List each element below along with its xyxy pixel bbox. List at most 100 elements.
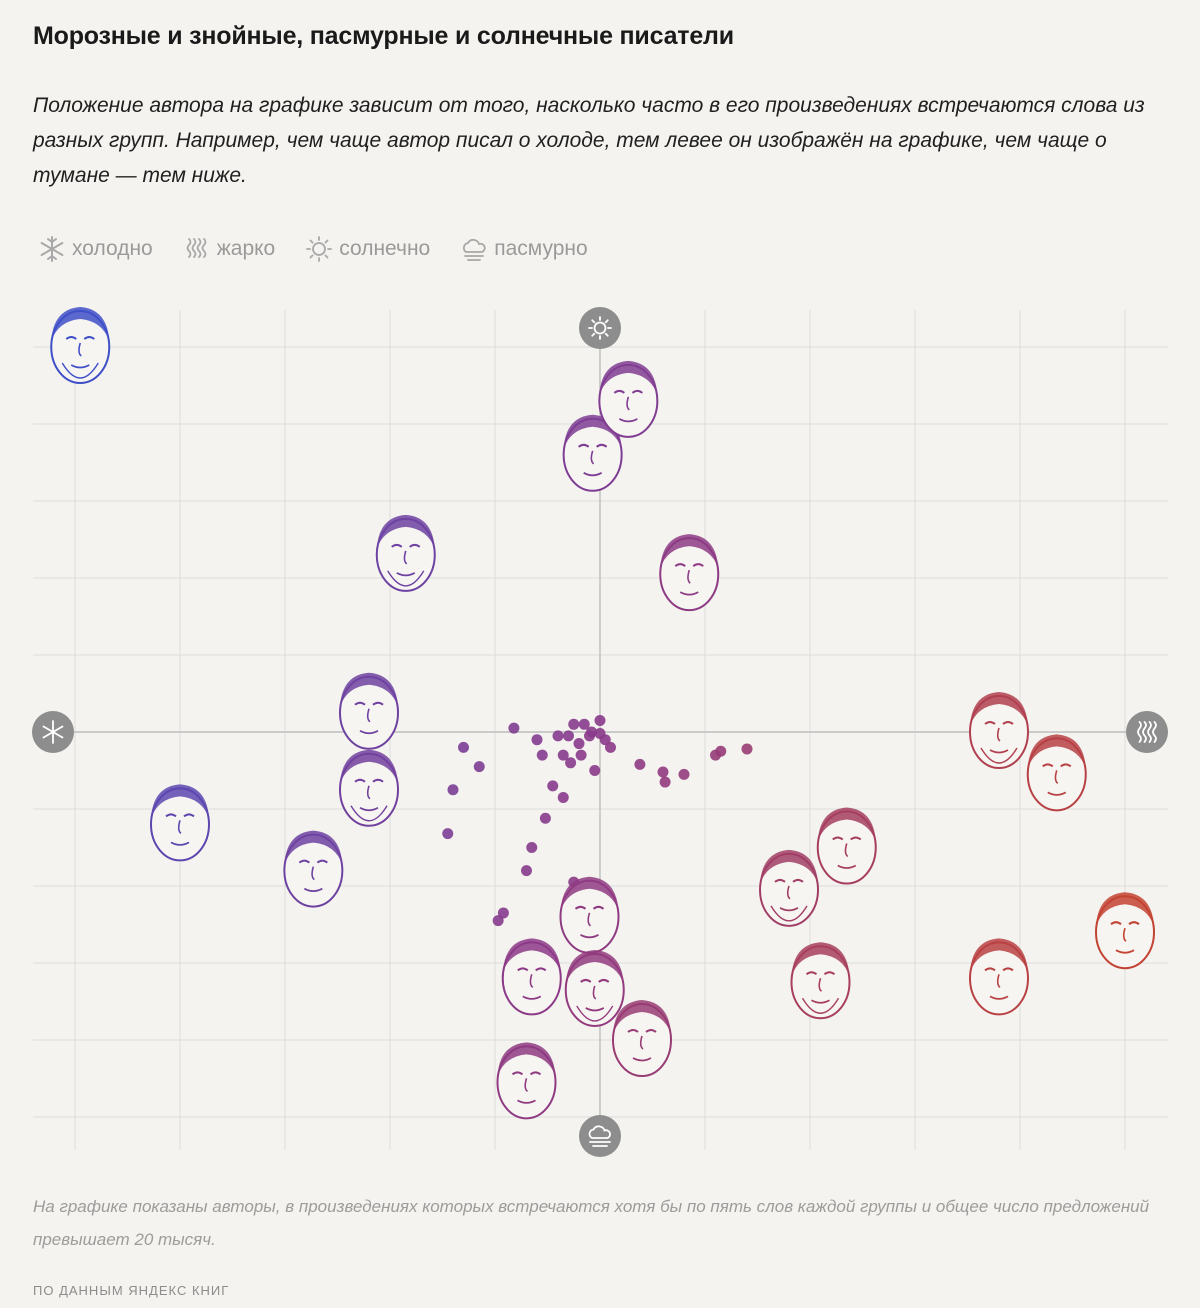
legend-item-cold: холодно xyxy=(38,235,153,263)
author-portrait xyxy=(375,514,436,592)
portrait-eyes xyxy=(613,389,643,394)
author-portrait xyxy=(969,692,1029,769)
author-portrait xyxy=(969,938,1029,1016)
portrait-eyes xyxy=(1042,763,1072,768)
portrait-nose xyxy=(1122,927,1127,942)
portrait-nose xyxy=(592,985,597,1000)
data-point xyxy=(586,726,598,738)
sun-core xyxy=(593,321,607,335)
heat-wave-stroke xyxy=(1137,721,1142,743)
legend-item-hot: жарко xyxy=(183,235,275,263)
chart-description: Положение автора на графике зависит от т… xyxy=(33,94,1145,187)
data-point xyxy=(575,749,587,761)
portrait-nose xyxy=(786,885,791,900)
sun-ray xyxy=(591,332,596,337)
data-point xyxy=(508,722,520,734)
portrait-eyes xyxy=(391,543,421,548)
author-portrait xyxy=(283,830,344,908)
heat-wave-stroke xyxy=(1152,721,1157,743)
page-title: Морозные и знойные, пасмурные и солнечны… xyxy=(33,22,734,50)
portrait-eyes xyxy=(354,701,384,706)
portrait-beard xyxy=(770,905,808,922)
portrait-eyes xyxy=(984,967,1014,972)
author-portrait xyxy=(790,942,851,1020)
cloud-shape xyxy=(588,1125,611,1139)
portrait-nose xyxy=(639,1035,644,1050)
portrait-hair xyxy=(560,876,619,911)
data-point xyxy=(563,730,574,742)
portrait-mouth xyxy=(303,887,323,892)
data-point xyxy=(557,791,569,803)
data-point xyxy=(594,728,606,740)
portrait-beard xyxy=(576,1005,614,1022)
portrait-hair xyxy=(502,938,561,973)
portrait-eyes xyxy=(832,836,862,841)
portrait-hair xyxy=(970,938,1028,973)
data-point xyxy=(594,714,606,726)
legend: холодно жарко солнечно xyxy=(38,232,618,266)
author-portrait xyxy=(598,360,659,438)
data-point xyxy=(659,776,671,788)
portrait-hair xyxy=(970,692,1028,726)
portrait-eyes xyxy=(298,859,328,864)
portrait-eyes xyxy=(65,336,95,340)
author-portrait xyxy=(659,534,720,612)
snowflake-stroke xyxy=(42,725,64,739)
author-portrait xyxy=(759,849,819,927)
portrait-hair xyxy=(613,1000,671,1034)
portrait-eyes xyxy=(165,813,195,818)
sun-ray xyxy=(604,319,609,324)
portrait-nose xyxy=(311,866,315,881)
portrait-eyes xyxy=(580,978,610,983)
portrait-nose xyxy=(1054,770,1059,784)
legend-item-cloudy: пасмурно xyxy=(460,235,588,263)
author-portrait xyxy=(612,1000,672,1077)
portrait-nose xyxy=(818,978,823,992)
legend-label-cold: холодно xyxy=(72,237,153,260)
snowflake-icon-badge xyxy=(32,711,74,753)
portrait-nose xyxy=(177,820,182,835)
data-point xyxy=(634,758,646,770)
author-portrait xyxy=(501,938,562,1016)
axis-badge-circle xyxy=(1126,711,1168,753)
heat-wave-stroke xyxy=(1142,721,1147,743)
portrait-nose xyxy=(587,912,592,927)
portrait-nose xyxy=(626,396,630,411)
portrait-nose xyxy=(590,450,595,465)
cloud-fog-icon-badge xyxy=(579,1115,621,1157)
portrait-hair xyxy=(51,307,110,341)
legend-label-cloudy: пасмурно xyxy=(494,237,588,260)
portrait-mouth xyxy=(359,729,379,735)
author-portraits xyxy=(50,307,1155,1120)
portrait-hair xyxy=(376,514,435,549)
axis-badge-circle xyxy=(579,1115,621,1157)
portrait-mouth xyxy=(811,999,830,1004)
snowflake-icon xyxy=(42,720,64,744)
portrait-mouth xyxy=(779,907,799,912)
portrait-mouth xyxy=(517,1099,536,1104)
portrait-hair xyxy=(340,749,398,784)
sun-icon xyxy=(588,316,612,340)
portrait-nose xyxy=(687,569,691,584)
data-point xyxy=(568,718,580,730)
data-point xyxy=(573,738,585,750)
author-portrait xyxy=(1026,734,1087,812)
sun-ray xyxy=(604,332,609,337)
author-portrait xyxy=(496,1042,557,1120)
legend-label-sunny: солнечно xyxy=(339,237,431,260)
sun-icon-badge xyxy=(579,307,621,349)
portrait-mouth xyxy=(522,995,542,1000)
portrait-mouth xyxy=(580,934,599,939)
portrait-eyes xyxy=(627,1029,657,1033)
portrait-nose xyxy=(78,342,82,357)
data-point xyxy=(557,749,569,761)
data-point xyxy=(531,734,543,746)
sun-ray xyxy=(591,319,596,324)
portrait-mouth xyxy=(679,591,699,596)
portrait-eyes xyxy=(774,878,804,883)
portrait-beard xyxy=(387,570,425,587)
author-portrait xyxy=(816,807,877,885)
portrait-hair xyxy=(497,1042,556,1077)
author-portrait xyxy=(564,949,625,1027)
axis-badge-circle xyxy=(579,307,621,349)
